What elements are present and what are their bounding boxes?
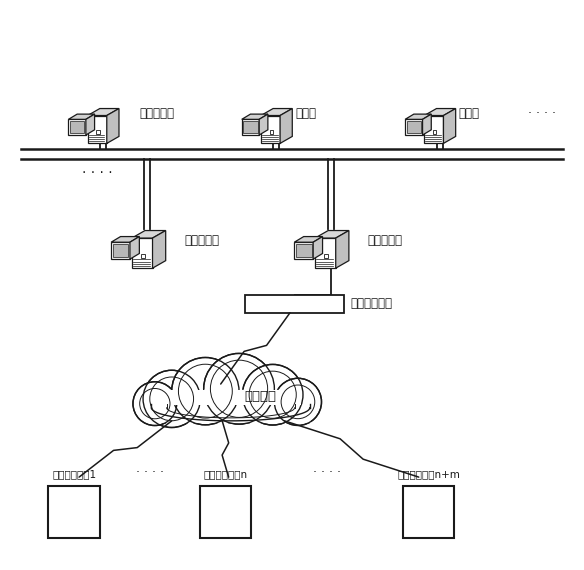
Bar: [113, 244, 128, 257]
Bar: [245, 295, 345, 313]
Polygon shape: [68, 114, 95, 119]
Text: · · · ·: · · · ·: [313, 466, 341, 479]
Polygon shape: [315, 238, 336, 268]
Circle shape: [143, 370, 200, 428]
Polygon shape: [313, 237, 322, 259]
Text: 前端测试设备1: 前端测试设备1: [52, 469, 96, 479]
Polygon shape: [147, 399, 315, 420]
Polygon shape: [152, 230, 166, 268]
Polygon shape: [107, 108, 119, 144]
Text: 通信服务器: 通信服务器: [367, 234, 402, 247]
Text: 无线网络: 无线网络: [244, 390, 276, 404]
Polygon shape: [315, 230, 349, 238]
Polygon shape: [132, 238, 152, 268]
Text: · · · ·: · · · ·: [136, 466, 164, 479]
Bar: [324, 254, 328, 258]
Polygon shape: [150, 402, 311, 422]
Circle shape: [204, 353, 274, 424]
Bar: [70, 121, 85, 133]
Bar: [270, 130, 273, 133]
Text: · · · ·: · · · ·: [528, 107, 556, 120]
Polygon shape: [425, 108, 456, 116]
Polygon shape: [88, 116, 107, 144]
Bar: [296, 244, 312, 257]
Polygon shape: [150, 389, 311, 405]
Text: 应用服务器: 应用服务器: [140, 107, 175, 120]
Polygon shape: [88, 108, 119, 116]
Polygon shape: [425, 116, 443, 144]
Text: 前端测试设备n: 前端测试设备n: [204, 469, 248, 479]
Polygon shape: [405, 114, 431, 119]
Polygon shape: [132, 230, 166, 238]
Polygon shape: [68, 119, 86, 135]
Bar: [406, 121, 421, 133]
Text: 数据服务器: 数据服务器: [184, 234, 219, 247]
Bar: [433, 130, 436, 133]
Polygon shape: [242, 119, 259, 135]
Text: 客户端: 客户端: [295, 107, 316, 120]
Bar: [200, 486, 251, 538]
Bar: [243, 121, 258, 133]
Bar: [48, 486, 100, 538]
Polygon shape: [294, 237, 322, 242]
Polygon shape: [336, 230, 349, 268]
Polygon shape: [405, 119, 423, 135]
Circle shape: [242, 364, 303, 425]
Polygon shape: [294, 242, 313, 259]
Text: 客户端: 客户端: [458, 107, 479, 120]
Polygon shape: [111, 242, 130, 259]
Polygon shape: [423, 114, 431, 135]
Bar: [96, 130, 100, 133]
Circle shape: [172, 357, 239, 425]
Polygon shape: [261, 116, 280, 144]
Bar: [141, 254, 145, 258]
Text: · · · ·: · · · ·: [82, 166, 112, 180]
Polygon shape: [160, 390, 301, 405]
Circle shape: [274, 378, 322, 425]
Polygon shape: [280, 108, 292, 144]
Polygon shape: [130, 237, 140, 259]
Bar: [403, 486, 454, 538]
Text: 无线通信接口: 无线通信接口: [350, 298, 392, 310]
Polygon shape: [86, 114, 95, 135]
Polygon shape: [443, 108, 456, 144]
Polygon shape: [242, 114, 268, 119]
Polygon shape: [261, 108, 292, 116]
Text: 前端测试设备n+m: 前端测试设备n+m: [397, 469, 460, 479]
Polygon shape: [111, 237, 140, 242]
Polygon shape: [259, 114, 268, 135]
Circle shape: [133, 382, 177, 426]
